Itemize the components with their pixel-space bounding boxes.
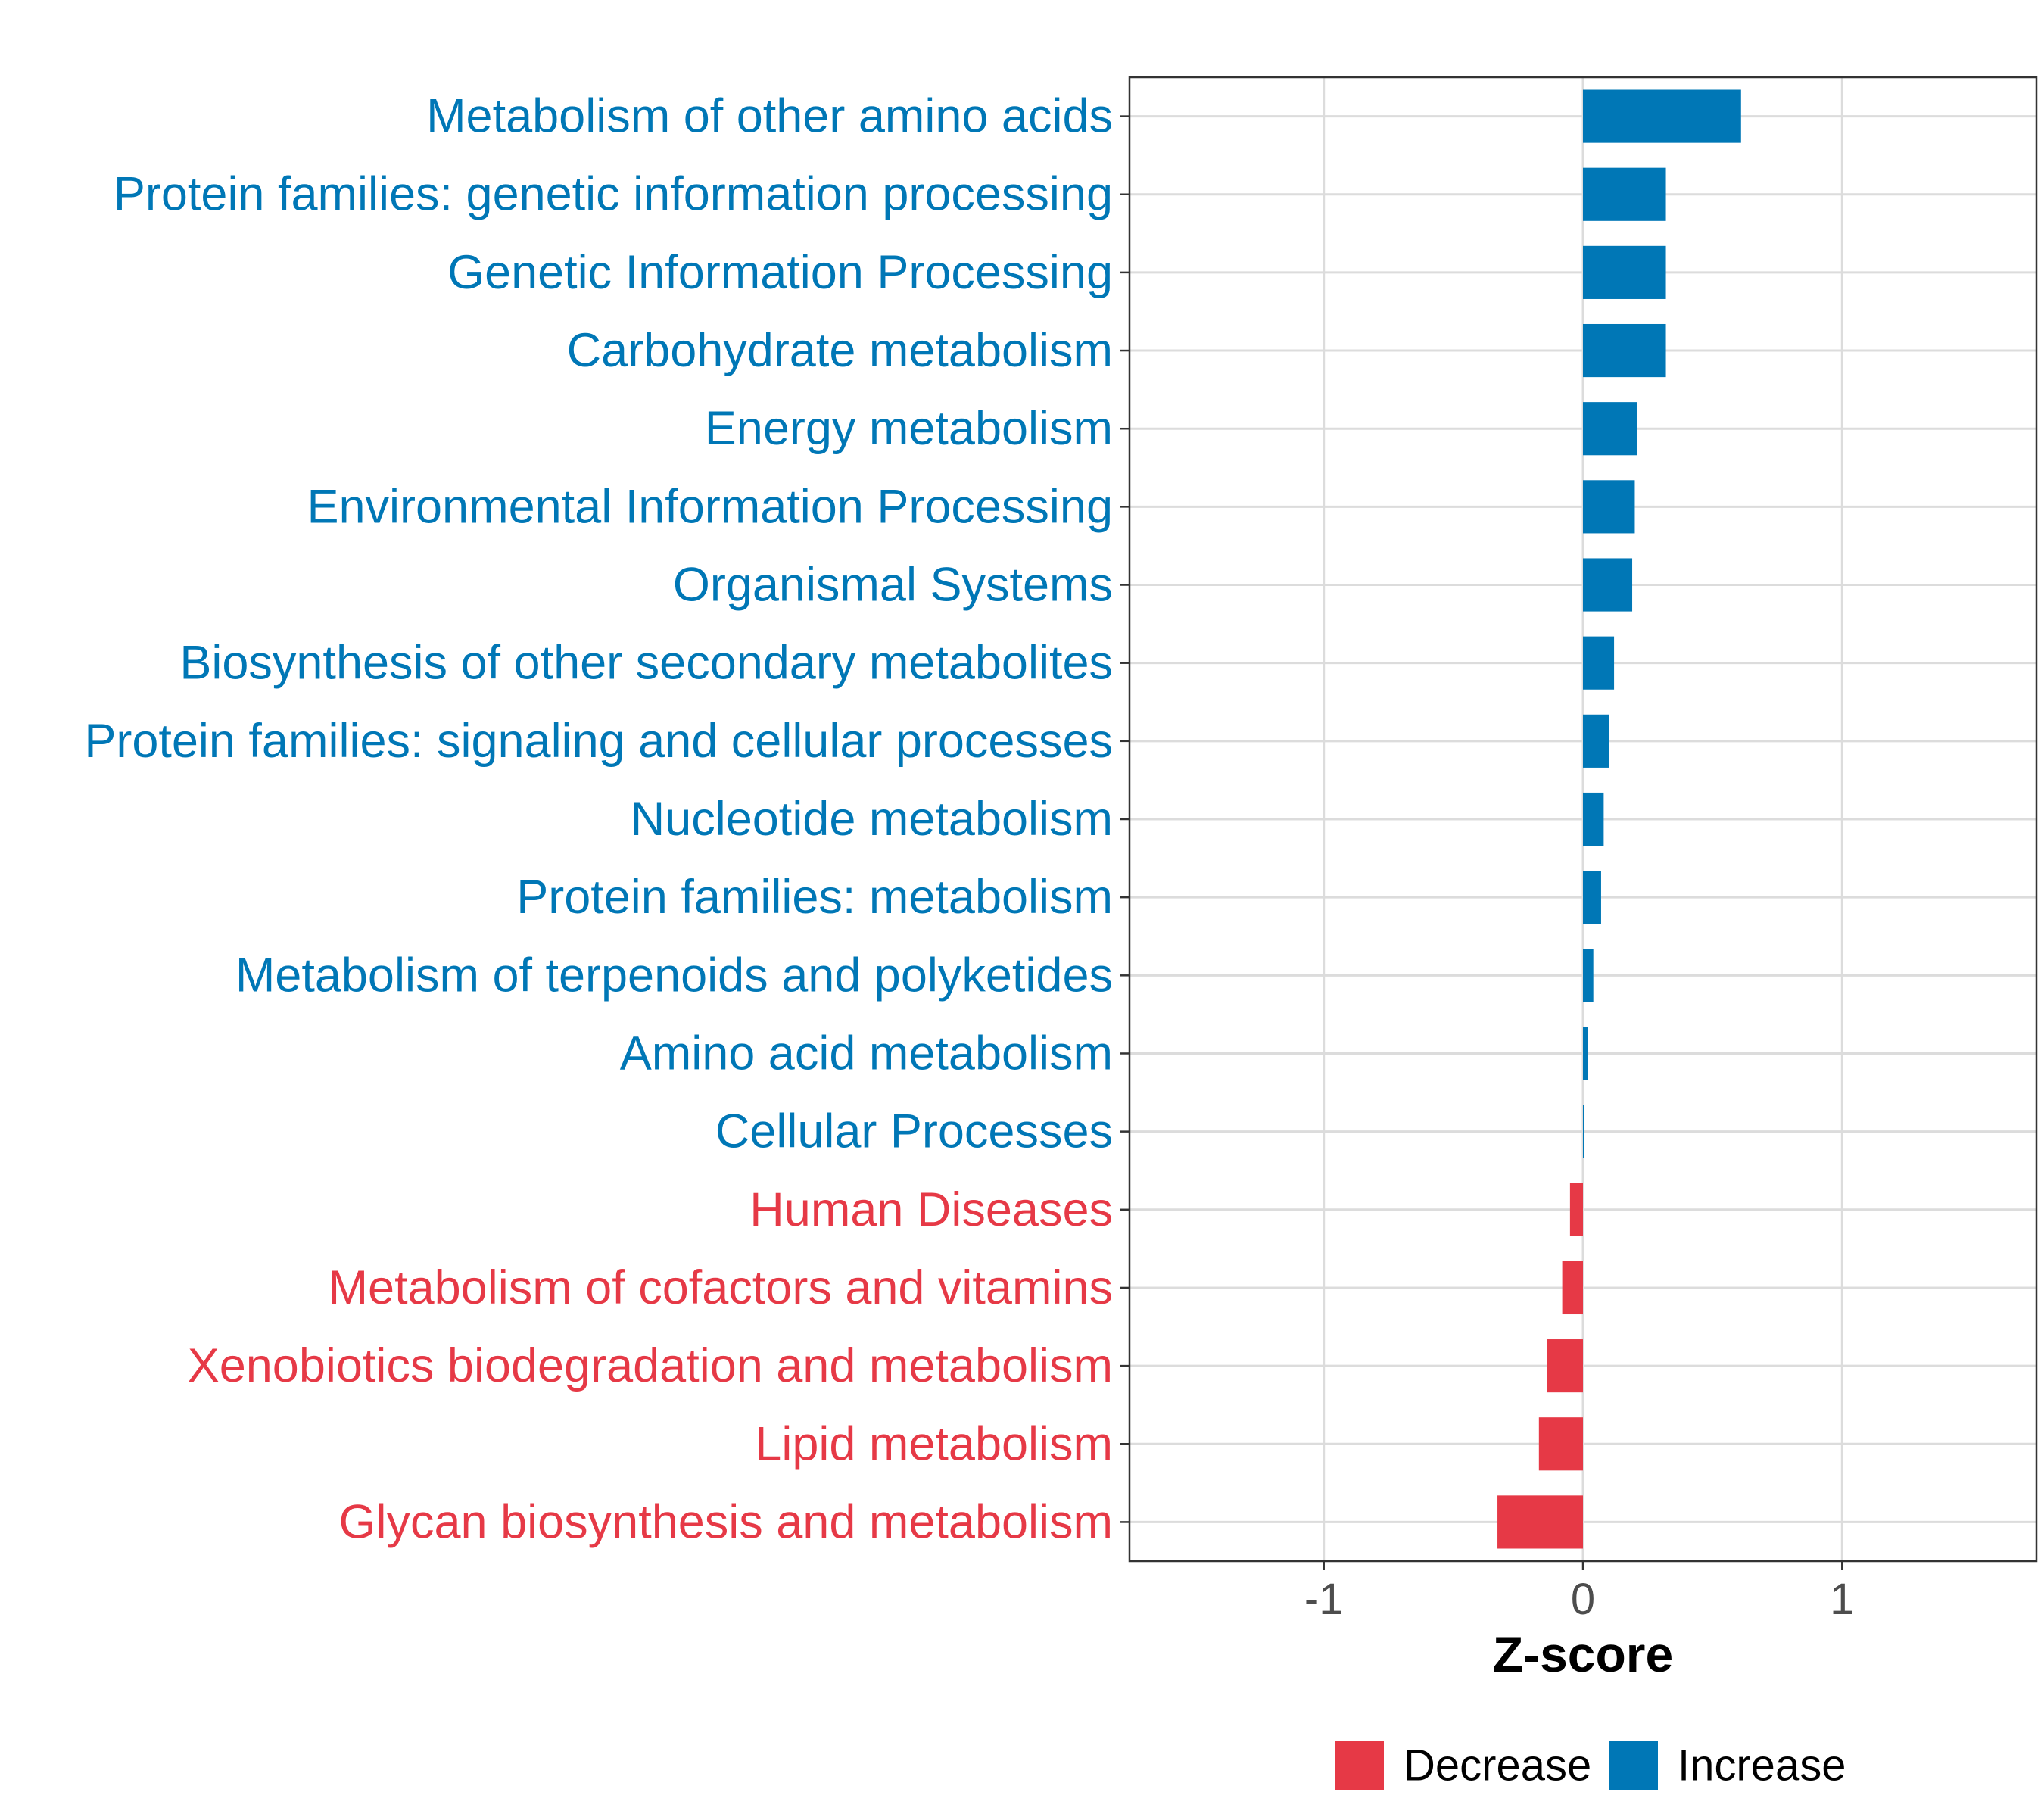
bar: [1583, 245, 1666, 299]
category-label: Carbohydrate metabolism: [567, 324, 1113, 377]
category-label: Energy metabolism: [705, 402, 1113, 455]
bars: [1497, 89, 1741, 1549]
bar: [1583, 167, 1666, 221]
category-label: Protein families: metabolism: [516, 871, 1113, 924]
legend-label: Decrease: [1404, 1741, 1591, 1791]
category-label: Xenobiotics biodegradation and metabolis…: [188, 1339, 1113, 1392]
category-label: Genetic Information Processing: [447, 246, 1113, 299]
legend-key-increase: [1609, 1741, 1658, 1790]
bar: [1583, 949, 1594, 1002]
category-label: Environmental Information Processing: [307, 480, 1113, 533]
category-label: Nucleotide metabolism: [631, 793, 1113, 846]
bar: [1583, 1027, 1588, 1080]
category-label: Biosynthesis of other secondary metaboli…: [179, 637, 1113, 690]
bar: [1583, 636, 1615, 690]
category-label: Lipid metabolism: [755, 1417, 1113, 1470]
category-label: Metabolism of terpenoids and polyketides: [235, 949, 1113, 1002]
bar: [1569, 1183, 1583, 1236]
x-tick-label: 0: [1571, 1575, 1595, 1624]
bar: [1583, 480, 1635, 534]
category-labels: Metabolism of other amino acids Protein f…: [84, 90, 1113, 1549]
bar: [1583, 714, 1609, 768]
category-label: Protein families: signaling and cellular…: [84, 715, 1113, 768]
bar: [1583, 402, 1637, 456]
bar: [1583, 1105, 1584, 1158]
legend-key-decrease: [1335, 1741, 1384, 1790]
x-tick-label: 1: [1830, 1575, 1854, 1624]
bar: [1583, 871, 1601, 924]
y-axis-ticks: [1120, 115, 1129, 1523]
x-tick-label: -1: [1304, 1575, 1344, 1624]
bar: [1583, 792, 1604, 846]
category-label: Glycan biosynthesis and metabolism: [339, 1495, 1114, 1548]
category-label: Metabolism of cofactors and vitamins: [329, 1261, 1113, 1314]
bar: [1583, 89, 1741, 143]
category-label: Cellular Processes: [715, 1105, 1113, 1158]
x-axis-title: Z-score: [1493, 1626, 1673, 1682]
category-label: Metabolism of other amino acids: [426, 90, 1113, 143]
category-label: Amino acid metabolism: [620, 1027, 1113, 1080]
bar: [1547, 1339, 1583, 1393]
legend: Decrease Increase: [1335, 1741, 1846, 1791]
category-label: Organismal Systems: [673, 559, 1113, 612]
category-label: Protein families: genetic information pr…: [114, 168, 1113, 221]
bar: [1538, 1417, 1583, 1471]
x-axis-ticks: -1 0 1: [1304, 1561, 1854, 1624]
bar: [1497, 1495, 1583, 1549]
bar: [1562, 1261, 1583, 1315]
bar: [1583, 558, 1633, 612]
legend-label: Increase: [1678, 1741, 1846, 1791]
category-label: Human Diseases: [749, 1183, 1113, 1236]
bar: [1583, 323, 1666, 378]
